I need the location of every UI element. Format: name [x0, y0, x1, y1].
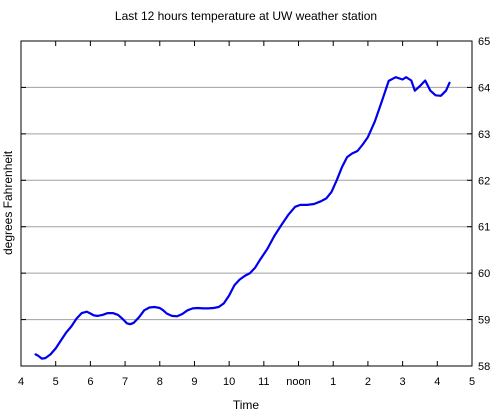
x-tick-label: 4 [18, 376, 24, 388]
x-tick-label: 6 [87, 376, 93, 388]
y-tick-label: 58 [478, 361, 490, 373]
chart-title: Last 12 hours temperature at UW weather … [115, 9, 377, 23]
x-tick-label: 9 [191, 376, 197, 388]
x-tick-label: 7 [122, 376, 128, 388]
y-tick-label: 60 [478, 268, 490, 280]
temperature-line [34, 76, 451, 360]
x-tick-label: 5 [53, 376, 59, 388]
gridlines [21, 86, 472, 321]
x-tick-label: 10 [223, 376, 235, 388]
x-tick-label: 2 [365, 376, 371, 388]
x-tick-label: 3 [400, 376, 406, 388]
x-tick-label: 4 [434, 376, 440, 388]
x-tick-label: 5 [469, 376, 475, 388]
x-tick-label: noon [286, 376, 310, 388]
x-tick-label: 1 [330, 376, 336, 388]
y-tick-label: 61 [478, 222, 490, 234]
y-tick-label: 64 [478, 82, 490, 94]
y-tick-label: 63 [478, 129, 490, 141]
y-tick-label: 59 [478, 315, 490, 327]
x-tick-label: 8 [157, 376, 163, 388]
x-axis: 4 5 6 7 8 9 10 11 noon 1 2 3 4 5 [18, 41, 475, 388]
plot-area [20, 40, 473, 367]
y-axis-label: degrees Fahrenheit [1, 150, 15, 255]
x-tick-label: 11 [258, 376, 269, 388]
x-axis-label: Time [233, 398, 260, 412]
y-tick-label: 62 [478, 175, 490, 187]
y-tick-label: 65 [478, 36, 490, 48]
y-axis: 58 59 60 61 62 63 64 65 [21, 36, 490, 373]
